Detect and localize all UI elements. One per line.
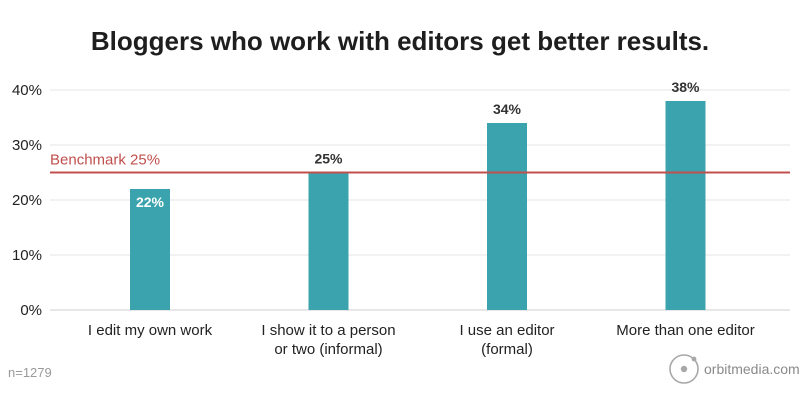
data-label: 25% [314,151,343,167]
bar [130,189,170,310]
y-tick-label: 30% [12,137,42,154]
sample-size-note: n=1279 [8,365,52,380]
x-tick-label: I show it to a person or two (informal) [261,322,395,358]
data-label: 38% [671,79,700,95]
x-tick-label: More than one editor [616,322,754,339]
bar [487,123,527,310]
benchmark: Benchmark 25% [50,152,790,174]
x-tick-label: I use an editor (formal) [459,322,554,358]
data-label: 34% [493,101,522,117]
brand-text: orbitmedia.com [704,361,800,377]
chart-title: Bloggers who work with editors get bette… [91,26,709,56]
x-axis: I edit my own work I show it to a person o… [88,322,755,358]
y-tick-label: 0% [20,302,42,319]
data-label: 22% [136,194,165,210]
y-tick-label: 20% [12,192,42,209]
y-axis: 0% 10% 20% 30% 40% [12,82,42,319]
y-tick-label: 10% [12,247,42,264]
data-labels: 22% 25% 34% 38% [136,79,700,210]
x-tick-label: I edit my own work [88,322,213,339]
y-tick-label: 40% [12,82,42,99]
benchmark-label: Benchmark 25% [50,152,160,169]
bar [308,172,349,310]
bar [665,101,706,310]
orbit-logo-icon [669,354,699,384]
bars [130,101,706,310]
